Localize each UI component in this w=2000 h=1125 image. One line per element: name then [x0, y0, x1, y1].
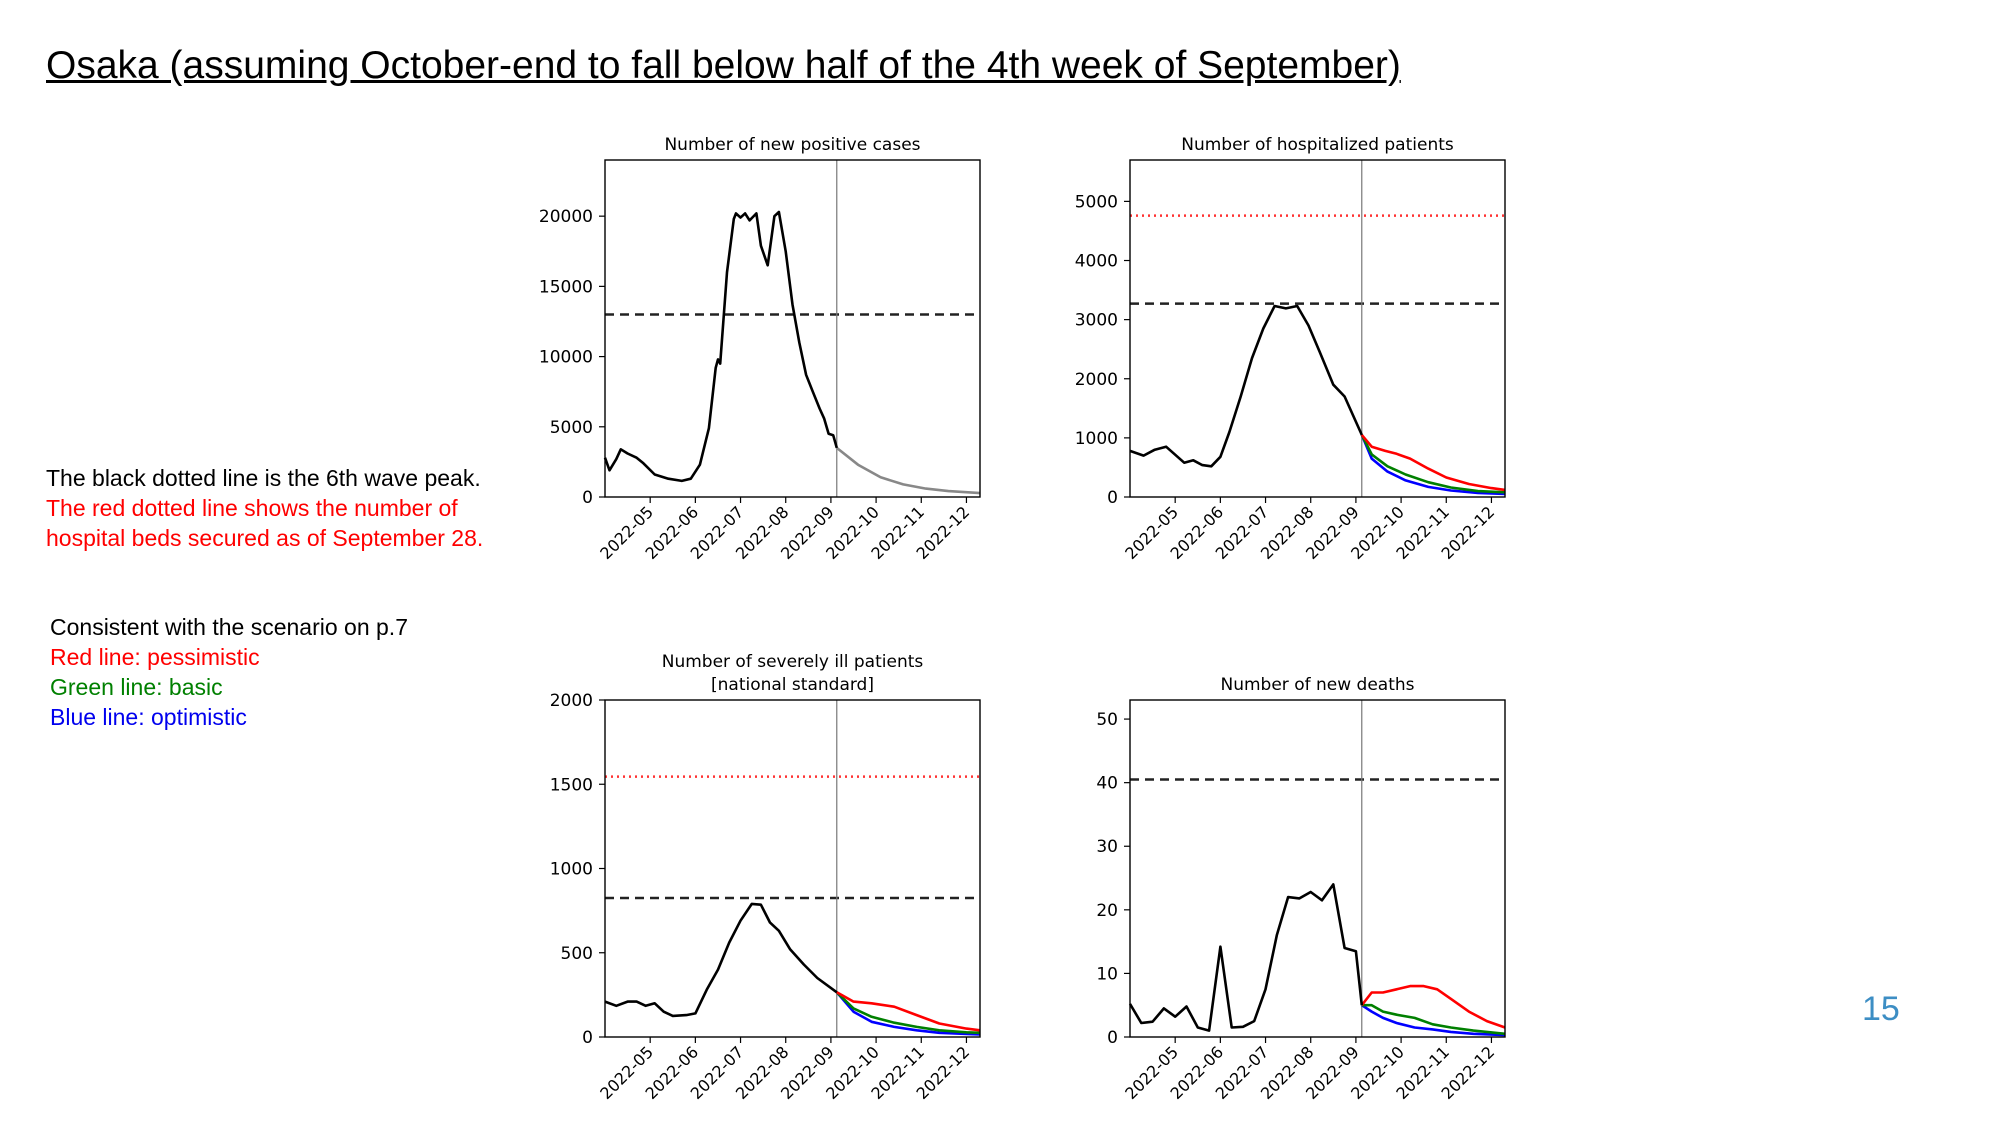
y-tick-label: 20000 — [539, 207, 593, 227]
basic-line — [1360, 434, 1506, 494]
y-tick-label: 4000 — [1075, 252, 1118, 272]
y-tick-label: 2000 — [550, 691, 593, 711]
y-tick-label: 5000 — [550, 418, 593, 438]
optimistic-line — [835, 991, 981, 1036]
plot-frame — [604, 699, 981, 1038]
y-tick-label: 0 — [582, 488, 593, 508]
page-number: 15 — [1862, 990, 1900, 1028]
plot-frame — [604, 159, 981, 498]
scenario-optimistic: Blue line: optimistic — [50, 704, 247, 730]
chart-title: [national standard] — [711, 675, 874, 695]
legend-notes: The black dotted line is the 6th wave pe… — [46, 463, 483, 553]
pessimistic-line — [836, 991, 981, 1032]
pessimistic-line — [1360, 984, 1506, 1029]
chart-title: Number of hospitalized patients — [1181, 135, 1454, 155]
y-tick-label: 1500 — [550, 775, 593, 795]
pessimistic-line — [1360, 434, 1506, 492]
chart-new-deaths: Number of new deaths010203040502022-0520… — [1096, 675, 1506, 1103]
scenario-pessimistic: Red line: pessimistic — [50, 644, 260, 670]
y-tick-label: 1000 — [550, 860, 593, 880]
chart-severely-ill-patients: Number of severely ill patients [national… — [550, 652, 981, 1103]
y-tick-label: 5000 — [1075, 192, 1118, 212]
y-tick-label: 40 — [1096, 774, 1118, 794]
plot-frame — [1129, 159, 1506, 498]
basic-line — [835, 991, 981, 1035]
scenario-title: Consistent with the scenario on p.7 — [50, 614, 408, 640]
y-tick-label: 20 — [1096, 901, 1118, 921]
basic-line — [1361, 1003, 1506, 1036]
actual-line — [1129, 304, 1363, 468]
slide-title: Osaka (assuming October-end to fall belo… — [46, 44, 1401, 87]
y-tick-label: 500 — [561, 944, 593, 964]
actual-line — [604, 902, 838, 1018]
scenario-basic: Green line: basic — [50, 674, 223, 700]
y-tick-label: 50 — [1096, 710, 1118, 730]
y-tick-label: 10000 — [539, 348, 593, 368]
bed-line-note-1: The red dotted line shows the number of — [46, 495, 458, 521]
scenario-notes: Consistent with the scenario on p.7 Red … — [50, 612, 408, 732]
chart-title: Number of new deaths — [1221, 675, 1415, 695]
y-tick-label: 3000 — [1075, 311, 1118, 331]
optimistic-line — [1361, 1004, 1506, 1037]
y-tick-label: 15000 — [539, 277, 593, 297]
y-tick-label: 1000 — [1075, 429, 1118, 449]
y-tick-label: 0 — [1107, 1028, 1118, 1048]
y-tick-label: 30 — [1096, 837, 1118, 857]
projection-line — [835, 446, 981, 495]
chart-new-positive-cases: Number of new positive cases 0 5000 10000 15… — [539, 135, 981, 563]
optimistic-line — [1360, 434, 1506, 496]
y-tick-label: 2000 — [1075, 370, 1118, 390]
y-tick-label: 0 — [582, 1028, 593, 1048]
y-tick-label: 10 — [1096, 964, 1118, 984]
chart-title: Number of severely ill patients — [662, 652, 924, 672]
y-tick-label: 0 — [1107, 488, 1118, 508]
bed-line-note-2: hospital beds secured as of September 28… — [46, 525, 484, 551]
chart-hospitalized-patients: Number of hospitalized patients 0 1000 2000… — [1075, 135, 1506, 563]
actual-line — [603, 210, 839, 483]
actual-line — [1128, 883, 1364, 1032]
chart-title: Number of new positive cases — [664, 135, 920, 155]
plot-frame — [1129, 699, 1506, 1038]
peak-line-note: The black dotted line is the 6th wave pe… — [46, 465, 481, 491]
